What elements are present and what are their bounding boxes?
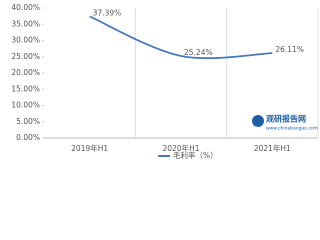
x-tick-label: 2020年H1 <box>163 143 200 153</box>
chart: 观研报告网 www.chinabaogao.com 0.00% 5.00% 10.0… <box>11 3 319 160</box>
watermark-logo <box>252 115 264 127</box>
x-tick-label: 2019年H1 <box>71 143 108 153</box>
data-label: 25.24% <box>184 48 213 57</box>
data-label: 26.11% <box>275 45 304 54</box>
watermark: 观研报告网 www.chinabaogao.com <box>252 114 318 132</box>
watermark-url: www.chinabaogao.com <box>266 126 318 132</box>
x-tick-label: 2021年H1 <box>254 143 291 153</box>
y-tick-label: 35.00% <box>11 19 40 28</box>
y-tick-label: 20.00% <box>11 68 40 77</box>
data-label: 37.39% <box>93 8 122 17</box>
watermark-title: 观研报告网 <box>266 114 306 124</box>
y-tick-label: 0.00% <box>16 133 40 142</box>
y-tick-label: 30.00% <box>11 36 40 45</box>
y-tick-label: 10.00% <box>11 101 40 110</box>
line <box>89 15 273 60</box>
y-tick-label: 5.00% <box>16 117 40 126</box>
y-tick-label: 25.00% <box>11 52 40 61</box>
y-tick-label: 15.00% <box>11 84 40 93</box>
legend-label: 毛利率（%） <box>173 150 218 160</box>
y-tick-label: 40.00% <box>11 3 40 12</box>
